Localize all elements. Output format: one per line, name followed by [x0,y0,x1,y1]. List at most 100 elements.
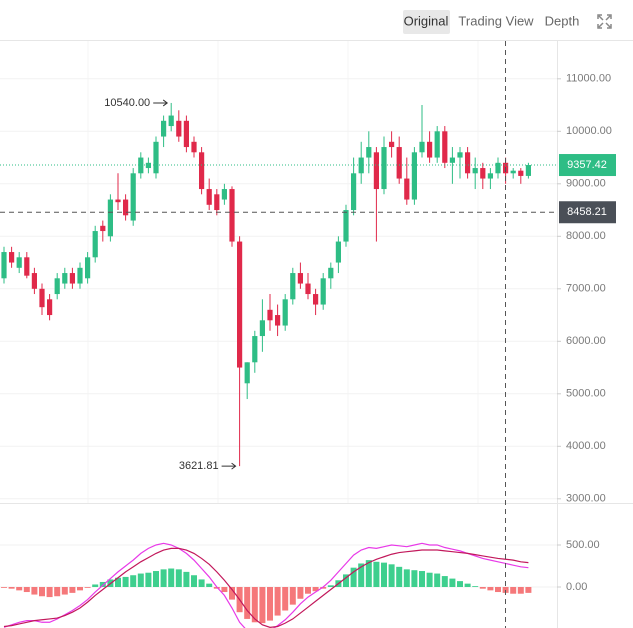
candle-body [510,170,516,174]
candle-body [259,320,265,337]
crosshair-label: 8458.21 [567,206,607,218]
histogram-bar [8,587,15,589]
histogram-bar [464,583,471,587]
histogram-bar [403,569,410,587]
histogram-bar [320,587,327,589]
histogram-bar [434,573,441,587]
tab-original[interactable]: Original [404,13,449,28]
histogram-bar [115,577,121,587]
y-tick-label: 8000.00 [566,230,606,242]
candle-body [290,273,296,300]
histogram-bar [525,587,532,593]
candle-body [404,178,410,200]
histogram-bar [31,587,38,595]
candle-body [381,147,387,190]
candle-body [358,157,364,174]
histogram-bar [84,587,91,588]
last-price-tag [559,154,616,177]
expand-icon[interactable] [597,14,612,29]
axes: 11000.00 10000.00 9000.00 8000.00 7000.00 600… [557,73,616,593]
candle-body [16,257,22,268]
histogram-bar [343,574,349,587]
candle-body [138,157,144,174]
candle-body [389,141,395,148]
histogram-bar [137,573,144,587]
candle-body [313,294,319,305]
y-tick-label: 500.00 [566,539,600,551]
candle-body [320,278,326,305]
histogram-bar [449,578,456,587]
histogram-bar [175,569,182,587]
macd-line [3,542,529,628]
candle-body [472,168,478,174]
candle-body [199,152,205,190]
candle-body [229,189,235,242]
histogram-bar [16,587,23,591]
tab-depth[interactable]: Depth [545,13,580,28]
y-tick-label: 11000.00 [566,73,611,85]
candle-body [427,141,433,158]
annotation-label: 3621.81 [179,460,219,472]
histogram-bar [457,581,463,587]
annotation-arrow [153,99,169,107]
candle-body [396,147,402,179]
price-pane: 10540.00 3621.81 [0,41,557,503]
histogram-bar [495,587,501,593]
candle-body [153,141,159,174]
candle-body [54,278,60,295]
y-tick-label: 6000.00 [566,335,606,347]
histogram-bar [244,587,251,619]
tab-trading-view[interactable]: Trading View [458,13,534,28]
y-tick-label: 0.00 [566,581,587,593]
candle-body [9,252,15,263]
candle-body [411,152,417,200]
candle-body [282,299,288,326]
candle-body [39,288,45,308]
candle-body [92,231,98,258]
candle-body [100,225,106,232]
candle-body [305,283,311,295]
candle-body [62,273,68,284]
histogram-bar [168,568,175,587]
candle-body [252,336,258,363]
y-tick-label: 7000.00 [566,283,606,295]
histogram-bar [92,584,99,587]
candle-body [176,120,182,137]
histogram-bar [191,575,197,587]
candle-body [145,162,151,169]
last-price-label: 9357.42 [567,159,607,171]
y-tick-label: 5000.00 [566,388,606,400]
tab-selected-bg [403,10,450,34]
histogram-bar [472,586,479,587]
candle-body [465,152,471,174]
histogram-bar [130,575,137,587]
histogram-bar [510,587,517,594]
candle-body [77,267,83,284]
candle-body [267,309,273,321]
signal-line [3,547,529,628]
histogram-bar [69,587,76,593]
candle-body [518,170,524,176]
candle-body [85,257,91,279]
candle-body [419,141,425,153]
histogram-bar [99,581,106,587]
candle-body [525,165,531,176]
candle-body [442,131,448,163]
histogram-bar [502,587,509,593]
candle-body [24,257,30,276]
histogram-bar [77,587,83,591]
candle-body [123,199,129,216]
candle-body [237,241,243,368]
histogram-bar [441,576,448,587]
histogram-bar [327,585,334,587]
candle-body [115,199,121,203]
histogram-bar [153,571,159,587]
candle-body [221,189,227,200]
histogram-bar [350,567,357,587]
histogram-bar [198,579,205,587]
candle-body [449,157,455,163]
y-tick-label: 10000.00 [566,125,612,137]
histogram-bar [388,564,395,587]
